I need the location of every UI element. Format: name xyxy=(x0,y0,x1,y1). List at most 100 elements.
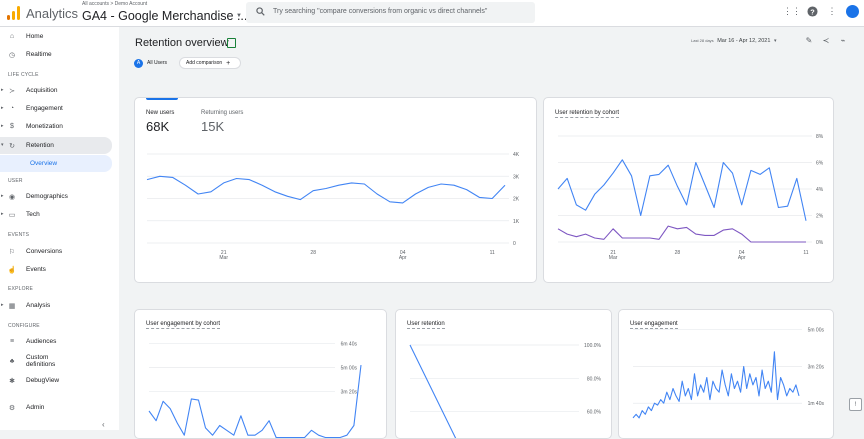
sidebar-item-label: Admin xyxy=(26,404,45,411)
sidebar-item-label: Home xyxy=(26,33,44,40)
card-title: User engagement xyxy=(630,321,678,329)
sidebar-item-analysis[interactable]: ▸ ▦ Analysis xyxy=(0,297,112,314)
user-retention-card: User retention 100.0%80.0%60.0%40.0% xyxy=(395,309,612,439)
sidebar-item-label: Audiences xyxy=(26,338,57,345)
x-tick-label: 21 xyxy=(221,250,227,256)
feedback-icon[interactable]: ! xyxy=(849,398,862,411)
account-avatar-icon[interactable] xyxy=(846,5,859,18)
sidebar-item-realtime[interactable]: ◷ Realtime xyxy=(0,46,112,63)
expand-caret-icon: ▸ xyxy=(1,211,4,217)
analytics-logo-icon[interactable] xyxy=(7,6,20,20)
analysis-icon: ▦ xyxy=(8,302,16,310)
sidebar-item-engagement[interactable]: ▸ ◔ Engagement xyxy=(0,100,112,117)
sidebar-item-retention[interactable]: ▾ ↻ Retention xyxy=(0,137,112,154)
y-tick-label: 0% xyxy=(816,240,824,246)
y-tick-label: 3K xyxy=(513,174,520,180)
all-users-chip[interactable]: A All Users xyxy=(134,57,167,69)
expand-caret-icon: ▸ xyxy=(1,193,4,199)
y-tick-label: 4K xyxy=(513,152,520,158)
y-tick-label: 3m 20s xyxy=(341,390,358,396)
section-life-cycle: LIFE CYCLE xyxy=(8,72,39,78)
metric-value: 15K xyxy=(201,119,225,134)
sidebar-item-conversions[interactable]: ⚐ Conversions xyxy=(0,243,112,260)
y-tick-label: 100.0% xyxy=(584,343,602,349)
expand-caret-icon: ▸ xyxy=(1,87,4,93)
clock-icon: ◷ xyxy=(8,51,16,59)
y-tick-label: 0 xyxy=(513,241,516,247)
x-tick-label: 11 xyxy=(803,250,808,256)
x-tick-label: 04 xyxy=(739,250,745,256)
flag-icon: ⚐ xyxy=(8,248,16,256)
insights-icon[interactable]: ⌁ xyxy=(840,35,846,45)
y-tick-label: 6% xyxy=(816,161,824,167)
gear-icon: ⚙ xyxy=(8,404,16,412)
y-tick-label: 80.0% xyxy=(587,376,602,382)
section-configure: CONFIGURE xyxy=(8,323,40,329)
y-tick-label: 3m 20s xyxy=(808,364,825,370)
expand-caret-icon: ▸ xyxy=(1,105,4,111)
series-line-1 xyxy=(557,225,806,243)
sidebar-item-label: Demographics xyxy=(26,193,68,200)
sidebar-item-label: Retention xyxy=(26,142,54,149)
account-breadcrumb[interactable]: All accounts > Demo Account xyxy=(82,1,148,7)
sidebar-item-admin[interactable]: ⚙ Admin xyxy=(0,399,112,416)
sidebar-item-overview[interactable]: Overview xyxy=(0,155,112,172)
more-vert-icon[interactable]: ⋮ xyxy=(827,6,837,16)
date-range-picker[interactable]: Last 28 days Mar 16 - Apr 12, 2021 ▾ xyxy=(691,38,776,44)
sidebar-item-acquisition[interactable]: ▸ ≻ Acquisition xyxy=(0,82,112,99)
retention-icon: ↻ xyxy=(9,142,15,150)
segment-label: All Users xyxy=(147,60,168,66)
x-tick-sublabel: Mar xyxy=(609,255,618,261)
card-title: User engagement by cohort xyxy=(146,321,221,329)
sidebar-item-tech[interactable]: ▸ ▭ Tech xyxy=(0,206,112,223)
sidebar-item-debugview[interactable]: ✱ DebugView xyxy=(0,372,112,389)
add-comparison-label: Add comparison xyxy=(186,60,223,66)
custom-definitions-icon: ♣ xyxy=(9,357,15,365)
y-tick-label: 6m 40s xyxy=(341,341,358,347)
help-icon[interactable]: ? xyxy=(806,6,818,18)
top-app-bar: Analytics All accounts > Demo Account GA… xyxy=(0,0,864,27)
segment-badge: A xyxy=(134,58,143,68)
engagement-cohort-chart: 6m 40s 5m 00s 3m 20s xyxy=(148,341,362,438)
returning-users-metric[interactable]: Returning users 15K xyxy=(201,110,243,134)
y-tick-label: 8% xyxy=(816,134,824,140)
new-users-metric[interactable]: New users 68K xyxy=(146,110,174,134)
y-tick-label: 2% xyxy=(816,214,824,220)
acquisition-icon: ≻ xyxy=(9,87,15,95)
sidebar-item-label: Overview xyxy=(30,160,58,167)
customize-report-icon[interactable] xyxy=(227,38,236,48)
sidebar-item-monetization[interactable]: ▸ $ Monetization xyxy=(0,118,112,135)
series-line-0 xyxy=(148,365,362,438)
metric-value: 68K xyxy=(146,119,170,134)
edit-report-icon[interactable]: ✎ xyxy=(805,35,813,45)
collapse-sidebar-icon[interactable]: ‹ xyxy=(102,420,105,429)
sidebar-item-label: Tech xyxy=(26,211,40,218)
sidebar-item-events[interactable]: ☝ Events xyxy=(0,261,112,278)
app-title: Analytics xyxy=(26,6,79,21)
sidebar-item-home[interactable]: ⌂ Home xyxy=(0,28,112,45)
y-tick-label: 5m 00s xyxy=(341,366,358,372)
section-events: EVENTS xyxy=(8,232,30,238)
svg-text:?: ? xyxy=(810,7,815,16)
add-comparison-button[interactable]: Add comparison + xyxy=(179,57,241,69)
engagement-cohort-card: User engagement by cohort 6m 40s 5m 00s 3m… xyxy=(134,309,387,439)
sidebar-item-label: Acquisition xyxy=(26,87,58,94)
share-icon[interactable]: ≺ xyxy=(822,35,830,45)
sidebar-item-custom-definitions[interactable]: ♣ Custom definitions xyxy=(0,351,112,371)
y-tick-label: 60.0% xyxy=(587,410,602,416)
x-tick-label: 28 xyxy=(675,250,681,256)
x-tick-sublabel: Apr xyxy=(738,255,746,261)
apps-grid-icon[interactable]: ⋮⋮ xyxy=(783,6,801,16)
metric-label: Returning users xyxy=(201,110,244,116)
series-line-0 xyxy=(146,175,506,204)
series-line-0 xyxy=(557,159,807,221)
search-box[interactable]: Try searching "compare conversions from … xyxy=(246,2,535,23)
sidebar-item-audiences[interactable]: ≡ Audiences xyxy=(0,333,112,350)
touch-icon: ☝ xyxy=(7,266,17,274)
chevron-down-icon[interactable]: ▼ xyxy=(236,13,242,19)
monetization-icon: $ xyxy=(10,123,14,130)
search-icon xyxy=(256,7,265,16)
sidebar-item-demographics[interactable]: ▸ ◉ Demographics xyxy=(0,188,112,205)
property-selector[interactable]: GA4 - Google Merchandise ... xyxy=(82,9,248,23)
